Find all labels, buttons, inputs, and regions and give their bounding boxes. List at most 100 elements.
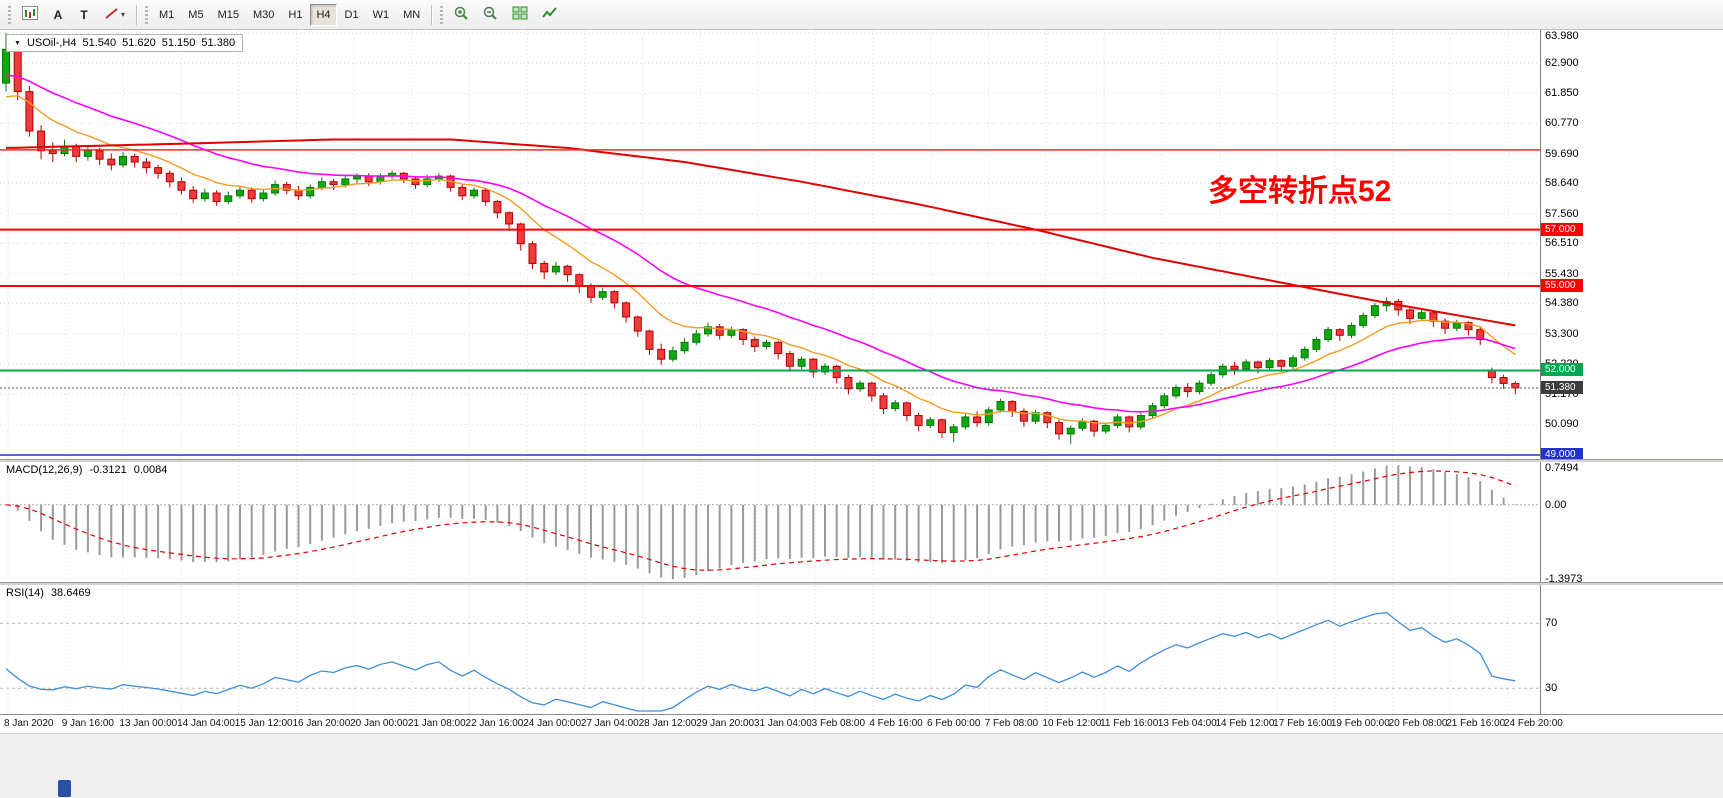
- chart-window-button[interactable]: [16, 4, 44, 26]
- candle: [37, 130, 46, 152]
- candle: [1066, 427, 1075, 435]
- candlestick-chart[interactable]: [0, 30, 1540, 459]
- candle: [704, 326, 712, 335]
- macd-panel[interactable]: 0.7494 0.00 -1.3973 MACD(12,26,9) -0.3121 …: [0, 462, 1723, 582]
- candle: [423, 178, 432, 186]
- rsi-axis[interactable]: 70 30: [1540, 585, 1723, 714]
- chevron-down-icon: ▾: [121, 10, 126, 19]
- timeframe-button-m1[interactable]: M1: [153, 4, 180, 26]
- timeframe-button-h4[interactable]: H4: [310, 3, 337, 26]
- candle: [2, 48, 10, 84]
- high-value: 51.620: [122, 37, 156, 49]
- taskbar-app-icon[interactable]: [58, 780, 71, 797]
- time-axis-label: 15 Jan 12:00: [234, 718, 293, 729]
- toolbar-separator: [431, 4, 433, 25]
- zoom-out-icon: [483, 6, 498, 24]
- indicator-line-icon: [542, 6, 558, 23]
- candle: [306, 186, 315, 197]
- candle: [739, 329, 748, 340]
- time-axis-label: 7 Feb 08:00: [984, 718, 1039, 729]
- price-axis-label: 58.640: [1545, 177, 1579, 190]
- candle: [1090, 420, 1099, 432]
- candlestick-chart-icon-svg: [22, 6, 38, 20]
- candle: [142, 161, 151, 169]
- symbol-label: USOil-,H4: [26, 37, 77, 49]
- time-axis-label: 29 Jan 20:00: [696, 718, 755, 729]
- candle: [212, 192, 221, 202]
- time-axis-label: 28 Jan 12:00: [638, 718, 697, 729]
- timeframe-button-mn[interactable]: MN: [397, 4, 426, 26]
- letter-t-icon: T: [80, 7, 88, 22]
- toolbar-grip[interactable]: [145, 5, 149, 24]
- indicators-button[interactable]: [536, 4, 564, 26]
- candle: [984, 409, 993, 424]
- symbol-dropdown-arrow[interactable]: ▼: [14, 39, 21, 47]
- draw-tools-button[interactable]: ▾: [98, 4, 131, 26]
- candle: [844, 377, 853, 390]
- timeframe-button-h1[interactable]: H1: [282, 4, 308, 26]
- panel-splitter[interactable]: [0, 459, 1723, 462]
- candle: [1242, 361, 1251, 370]
- candle: [165, 172, 174, 183]
- time-axis-label: 13 Jan 00:00: [119, 718, 178, 729]
- timeframe-button-w1[interactable]: W1: [367, 4, 396, 26]
- candle: [563, 265, 572, 276]
- time-axis[interactable]: 8 Jan 2020 9 Jan 16:00 13 Jan 00:00 14 Jan …: [0, 714, 1723, 733]
- price-axis[interactable]: 63.980 62.900 61.850 60.770 59.690 58.640 57.5…: [1540, 30, 1723, 459]
- zoom-in-icon: [454, 6, 469, 24]
- candle: [657, 348, 666, 360]
- candles-layer: [2, 33, 1520, 444]
- candle: [961, 416, 970, 428]
- candle: [1312, 338, 1321, 350]
- candle: [762, 341, 771, 348]
- candle: [1195, 382, 1204, 393]
- macd-axis[interactable]: 0.7494 0.00 -1.3973: [1540, 462, 1723, 582]
- timeframe-button-d1[interactable]: D1: [339, 4, 365, 26]
- candle: [1160, 395, 1169, 407]
- candle: [189, 189, 198, 200]
- rsi-panel[interactable]: 70 30 RSI(14) 38.6469: [0, 585, 1723, 714]
- candle: [832, 365, 841, 379]
- candle: [727, 329, 736, 336]
- candle: [1347, 324, 1356, 336]
- timeframe-button-m15[interactable]: M15: [212, 4, 245, 26]
- candle: [528, 243, 537, 264]
- text-tool-button[interactable]: T: [72, 4, 96, 26]
- annotate-text-button[interactable]: A: [46, 4, 70, 26]
- candle: [598, 291, 607, 298]
- panel-splitter[interactable]: [0, 582, 1723, 585]
- time-axis-label: 21 Jan 08:00: [407, 718, 466, 729]
- time-axis-label: 8 Jan 2020: [4, 718, 54, 729]
- rsi-axis-label: 70: [1545, 617, 1558, 630]
- timeframe-button-m5[interactable]: M5: [182, 4, 209, 26]
- candle: [1101, 424, 1110, 432]
- candle: [481, 189, 490, 202]
- main-chart-panel[interactable]: 63.980 62.900 61.850 60.770 59.690 58.640 57.5…: [0, 30, 1723, 459]
- candle: [1019, 410, 1028, 422]
- draw-line-icon: [104, 7, 119, 23]
- current-price-badge: 51.380: [1541, 380, 1583, 394]
- chart-annotation-text: 多空转折点52: [1208, 175, 1392, 208]
- price-axis-label: 60.770: [1545, 117, 1579, 130]
- indicator-line-icon-svg: [542, 7, 557, 18]
- candle: [867, 382, 876, 397]
- candle: [1324, 329, 1333, 340]
- candle: [750, 338, 759, 348]
- candle: [1230, 365, 1239, 370]
- toolbar-grip[interactable]: [8, 5, 11, 24]
- candle: [938, 419, 946, 433]
- candle: [83, 150, 92, 157]
- tile-charts-button[interactable]: [506, 4, 534, 26]
- price-axis-label: 54.380: [1545, 297, 1579, 310]
- ma-fast-orange: [5, 94, 1516, 425]
- zoom-out-button[interactable]: [477, 4, 504, 26]
- rsi-axis-label: 30: [1545, 682, 1558, 695]
- toolbar-grip[interactable]: [440, 5, 444, 24]
- ohlc-info: ▼ USOil-,H4 51.540 51.620 51.150 51.380: [6, 34, 244, 52]
- grid-layer: [0, 30, 1540, 459]
- time-axis-label: 14 Feb 12:00: [1215, 718, 1275, 729]
- timeframe-button-m30[interactable]: M30: [247, 4, 280, 26]
- zoom-in-button[interactable]: [448, 4, 475, 26]
- tile-windows-icon: [512, 6, 528, 23]
